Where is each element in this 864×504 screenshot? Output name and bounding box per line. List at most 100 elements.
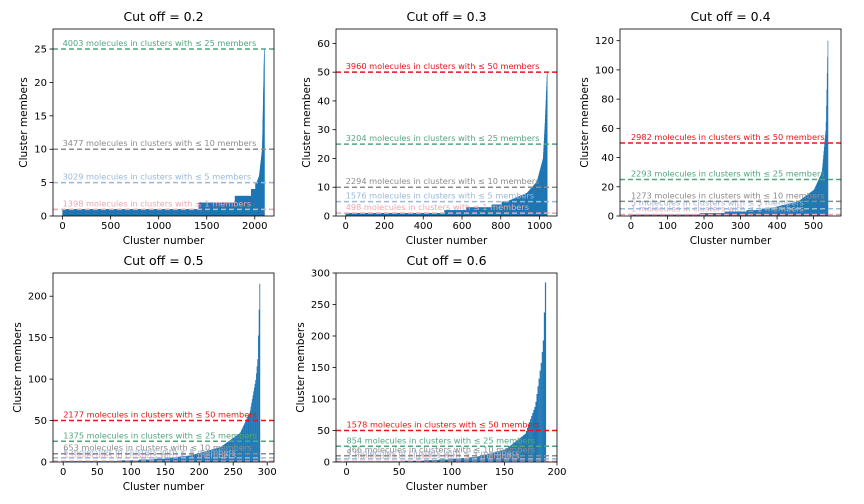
x-axis-label: Cluster number	[690, 235, 772, 247]
bar	[737, 211, 738, 216]
y-axis-label: Cluster members	[18, 77, 30, 167]
bar	[674, 214, 676, 216]
bar	[146, 459, 148, 462]
bar	[779, 205, 781, 216]
bar	[795, 202, 796, 216]
bar	[649, 214, 651, 216]
bar	[176, 456, 178, 462]
bar	[761, 208, 763, 216]
bar	[704, 213, 706, 216]
bar	[229, 440, 231, 462]
bar	[823, 151, 825, 216]
bar	[793, 202, 795, 216]
bar	[766, 208, 768, 216]
bar	[231, 438, 233, 462]
bar	[187, 455, 189, 462]
x-tick-label: 500	[804, 221, 823, 232]
bar	[472, 457, 474, 462]
bar	[826, 89, 828, 216]
bar	[246, 418, 248, 462]
bar	[215, 448, 217, 462]
bar	[773, 207, 775, 216]
bar	[459, 458, 461, 462]
bar	[771, 207, 773, 216]
bar	[212, 449, 214, 462]
bar	[183, 456, 185, 462]
bar	[75, 461, 76, 462]
bar	[238, 434, 240, 462]
bar	[774, 207, 775, 216]
bar	[746, 210, 748, 216]
bar	[753, 210, 755, 216]
bar	[493, 452, 495, 462]
bar	[247, 415, 249, 462]
bar	[762, 208, 764, 216]
bar	[754, 210, 756, 216]
bar	[468, 457, 470, 462]
bar	[815, 185, 817, 216]
bar	[541, 352, 543, 462]
bar	[794, 202, 796, 216]
bar	[755, 210, 756, 216]
bar	[753, 210, 755, 216]
bar	[721, 213, 723, 216]
bar	[179, 456, 181, 462]
bar	[190, 455, 192, 462]
bar	[787, 204, 789, 216]
bar	[821, 173, 822, 216]
bar	[167, 457, 169, 462]
bar	[217, 447, 219, 462]
bar	[67, 461, 69, 462]
bar	[750, 210, 752, 216]
bar	[809, 193, 810, 216]
bar	[673, 214, 675, 216]
bar	[169, 457, 171, 462]
bar	[76, 461, 78, 462]
x-tick-label: 800	[491, 221, 510, 232]
bar	[779, 206, 780, 216]
bar	[138, 460, 140, 462]
bar	[531, 415, 533, 462]
bar	[756, 210, 757, 216]
bar	[783, 205, 784, 216]
bar	[164, 458, 166, 462]
bar	[751, 210, 753, 216]
bar	[793, 202, 794, 216]
bar	[744, 211, 746, 216]
bar	[132, 460, 134, 462]
x-tick-label: 0	[628, 221, 634, 232]
bar	[535, 401, 537, 462]
bar	[801, 198, 803, 216]
bar	[254, 383, 256, 462]
bar	[158, 458, 159, 462]
bar	[707, 213, 708, 216]
bar	[211, 449, 212, 462]
bar	[642, 214, 643, 216]
x-axis-label: Cluster number	[123, 235, 205, 247]
bar	[233, 437, 235, 462]
x-tick-label: 400	[768, 221, 787, 232]
bar	[214, 448, 216, 462]
bar	[682, 214, 684, 216]
bar	[237, 434, 239, 462]
bar	[116, 461, 118, 462]
bar	[770, 208, 771, 216]
bar	[512, 443, 514, 462]
bar	[82, 461, 84, 462]
bar	[722, 213, 724, 216]
bar	[538, 378, 540, 462]
y-tick-label: 100	[595, 65, 614, 76]
bar	[533, 409, 535, 462]
bar	[689, 214, 691, 216]
bar	[713, 213, 715, 216]
panel-title: Cut off = 0.3	[406, 9, 486, 24]
bar	[244, 423, 246, 462]
bar	[185, 455, 187, 462]
bar	[170, 457, 172, 462]
y-tick-label: 100	[28, 375, 47, 386]
bar	[789, 203, 791, 216]
threshold-label: 498 molecules in clusters with ≤ 1 membe…	[346, 202, 529, 212]
bar	[682, 214, 684, 216]
bar	[690, 214, 692, 216]
bar	[633, 214, 635, 216]
